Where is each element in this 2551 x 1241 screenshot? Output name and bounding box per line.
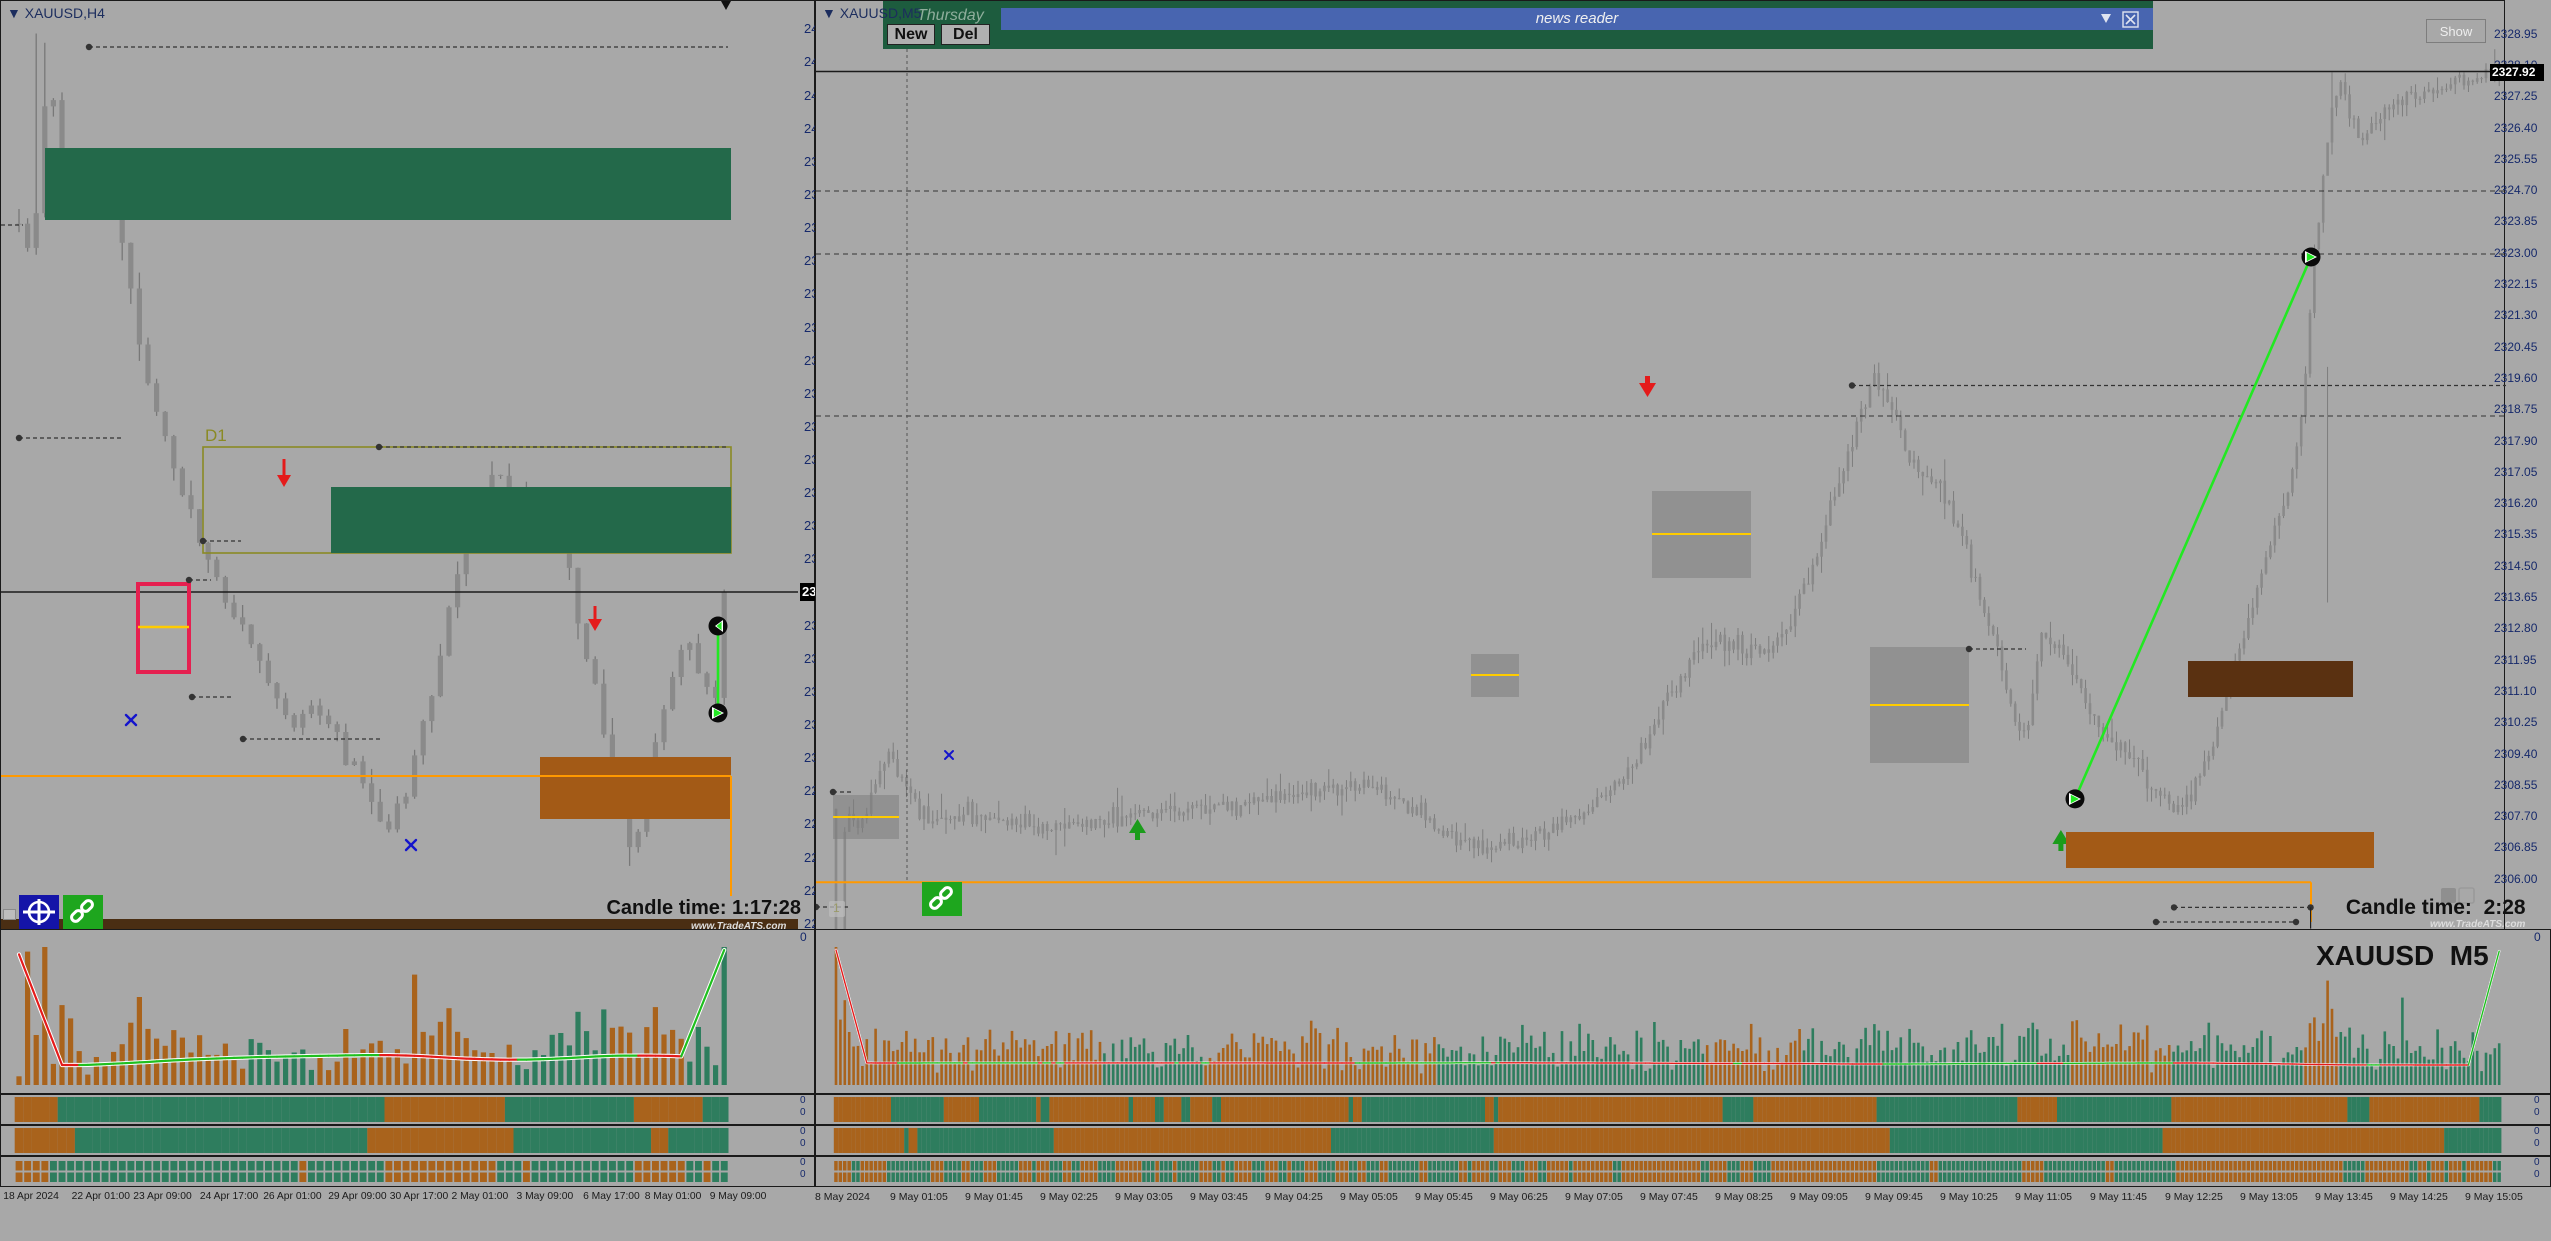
svg-text:D1: D1	[205, 426, 227, 445]
